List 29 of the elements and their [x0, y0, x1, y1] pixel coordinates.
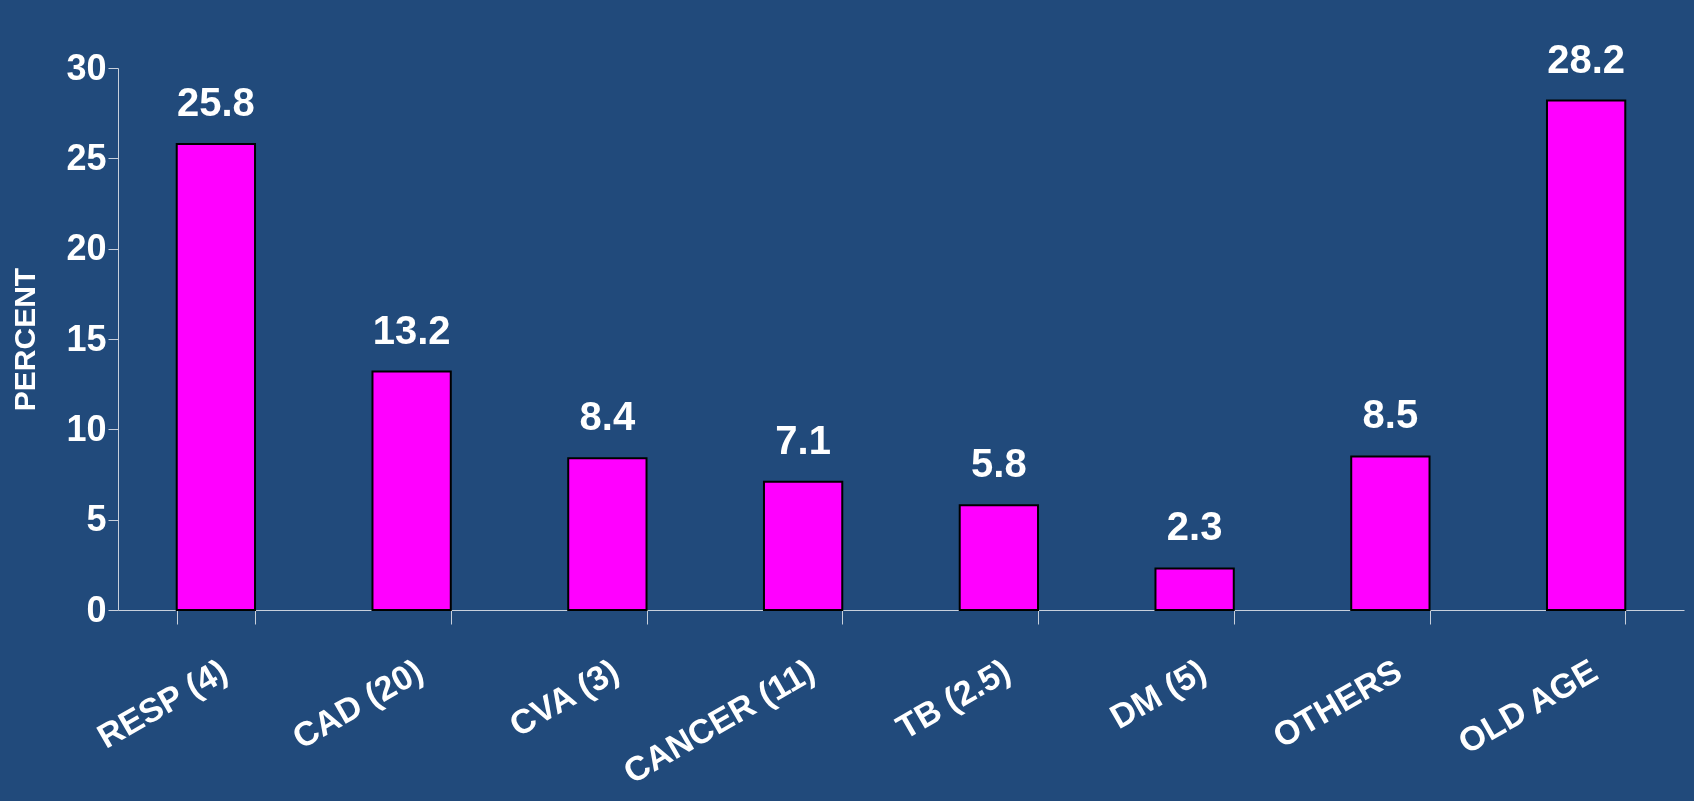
- data-label: 8.4: [579, 394, 636, 439]
- data-label: 13.2: [372, 307, 451, 352]
- x-tick-label: CVA (3): [502, 651, 625, 744]
- y-axis-title: PERCENT: [8, 267, 42, 412]
- data-label: 8.5: [1362, 392, 1419, 437]
- bar: [1350, 455, 1431, 611]
- x-tick-label: DM (5): [1103, 651, 1213, 736]
- bar: [762, 480, 844, 611]
- bar: [567, 457, 648, 611]
- data-label: 28.2: [1547, 36, 1626, 81]
- data-label: 7.1: [775, 417, 831, 462]
- bar: [371, 370, 452, 611]
- y-tick-label: 15: [66, 317, 107, 359]
- x-tick-label: OLD AGE: [1451, 651, 1604, 761]
- y-tick-label: 30: [66, 46, 107, 88]
- data-label: 2.3: [1166, 504, 1223, 549]
- y-tick-label: 0: [86, 588, 107, 630]
- bar: [1154, 567, 1235, 611]
- x-tick-label: CAD (20): [285, 651, 430, 756]
- y-tick-label: 20: [66, 227, 107, 269]
- bar: [1545, 99, 1627, 611]
- data-label: 5.8: [971, 441, 1027, 486]
- x-tick-label: TB (2.5): [889, 651, 1017, 747]
- bar: [175, 142, 257, 611]
- y-tick-label: 10: [66, 407, 107, 449]
- data-label: 25.8: [176, 79, 255, 124]
- y-tick-label: 25: [66, 136, 107, 178]
- bar: [958, 504, 1040, 611]
- y-tick-label: 5: [86, 498, 107, 540]
